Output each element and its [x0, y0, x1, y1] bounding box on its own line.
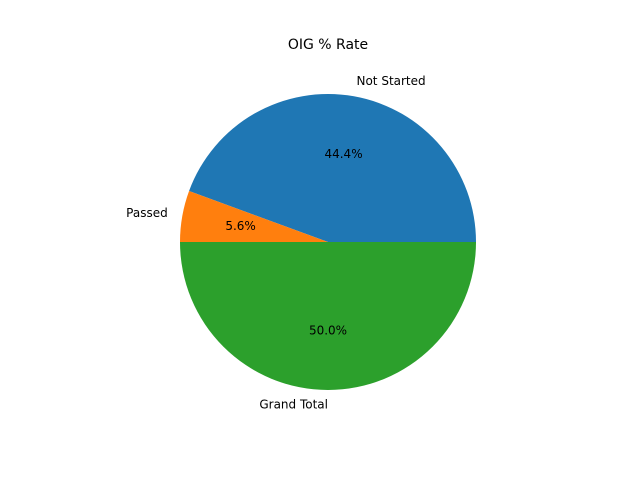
pie-percent-label-not-started: 44.4% [324, 147, 362, 161]
pie-labels: 44.4% Not Started 5.6% Passed 50.0% Grand Tot… [126, 74, 425, 411]
pie-slice-not-started [189, 93, 476, 242]
pie-slices [180, 93, 476, 390]
pie-category-label-not-started: Not Started [356, 74, 425, 88]
pie-slice-grand-total [180, 242, 476, 390]
pie-slice-passed [180, 190, 328, 242]
pie-percent-label-grand-total: 50.0% [309, 323, 347, 337]
pie-percent-label-passed: 5.6% [225, 219, 256, 233]
pie-category-label-passed: Passed [126, 206, 168, 220]
chart-title: OIG % Rate [288, 37, 368, 53]
pie-category-label-grand-total: Grand Total [259, 397, 328, 411]
